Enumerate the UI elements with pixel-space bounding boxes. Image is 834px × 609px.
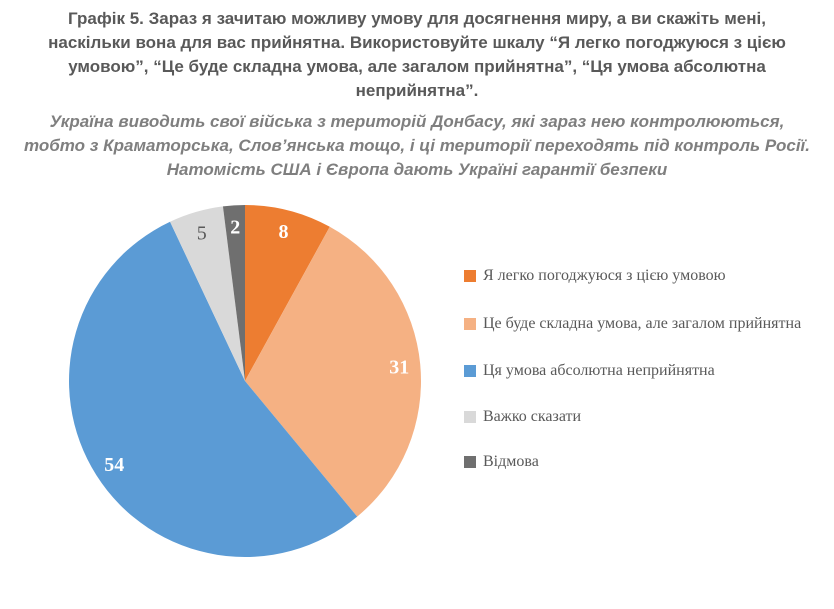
chart-subtitle-line: Натомість США і Європа дають Україні гар… <box>166 160 668 179</box>
pie-chart-svg: 8 31 54 5 2 <box>69 205 422 557</box>
legend-color-swatch <box>464 318 476 330</box>
pie-slice-0 <box>245 205 330 381</box>
pie-slice-value-3: 5 <box>197 222 207 244</box>
chart-title-line: умовою”, “Це буде складна умова, але заг… <box>68 57 766 76</box>
legend-item: Відмова <box>464 449 804 475</box>
pie-slice-value-0: 8 <box>279 221 289 243</box>
chart-subtitle: Україна виводить свої війська з територі… <box>0 110 834 182</box>
legend-item: Я легко погоджуюся з цією умовою <box>464 263 804 289</box>
legend-item-label: Це буде складна умова, але загалом прийн… <box>483 315 802 332</box>
legend-item-label: Відмова <box>483 453 539 470</box>
chart-title: Графік 5. Зараз я зачитаю можливу умову … <box>0 7 834 103</box>
legend-item: Це буде складна умова, але загалом прийн… <box>464 311 804 337</box>
legend-color-swatch <box>464 365 476 377</box>
legend-color-swatch <box>464 411 476 423</box>
chart-subtitle-line: тобто з Краматорська, Слов’янська тощо, … <box>23 136 810 155</box>
pie-slice-1 <box>245 226 422 517</box>
pie-slice-2 <box>69 221 358 557</box>
chart-title-line: неприйнятна”. <box>355 81 479 100</box>
legend-color-swatch <box>464 456 476 468</box>
pie-slice-value-2: 54 <box>104 454 124 476</box>
legend-item: Ця умова абсолютна неприйнятна <box>464 358 804 384</box>
pie-slice-4 <box>222 205 245 381</box>
pie-slice-value-1: 31 <box>389 356 409 378</box>
pie-slice-value-4: 2 <box>230 216 240 238</box>
pie-slice-3 <box>170 206 245 381</box>
chart-title-line: наскільки вона для вас прийнятна. Викори… <box>48 33 786 52</box>
legend-item: Важко сказати <box>464 404 804 430</box>
legend-item-label: Я легко погоджуюся з цією умовою <box>483 267 726 284</box>
pie-chart: 8 31 54 5 2 <box>35 190 455 570</box>
legend-item-label: Ця умова абсолютна неприйнятна <box>483 362 715 379</box>
legend-item-label: Важко сказати <box>483 408 582 425</box>
legend-color-swatch <box>464 270 476 282</box>
chart-title-line: Графік 5. Зараз я зачитаю можливу умову … <box>68 9 766 28</box>
chart-subtitle-line: Україна виводить свої війська з територі… <box>49 112 785 131</box>
